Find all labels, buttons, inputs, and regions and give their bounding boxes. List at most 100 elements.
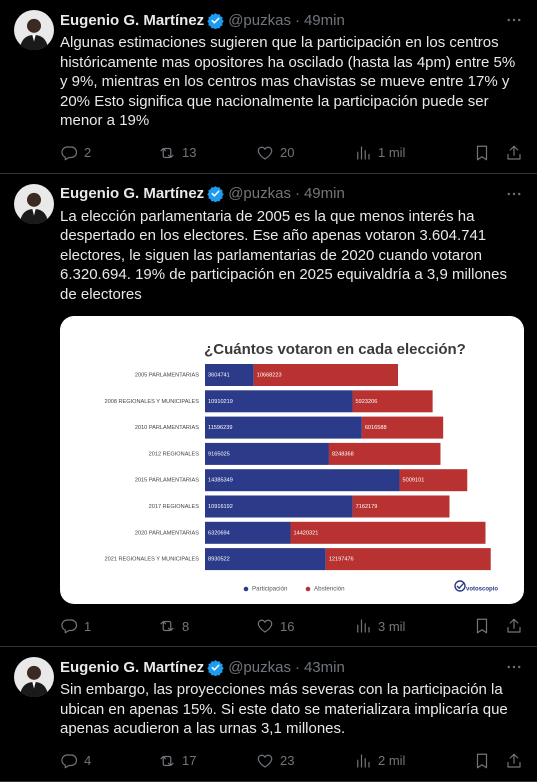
value-label: 14420321	[293, 530, 318, 536]
timestamp: 43min	[303, 658, 345, 676]
secondary-actions	[473, 617, 523, 635]
reply-icon	[61, 145, 78, 160]
more-button[interactable]	[505, 658, 523, 676]
secondary-actions	[473, 752, 523, 770]
views-button[interactable]: 3 mil	[354, 617, 446, 635]
like-count: 23	[280, 753, 295, 768]
tweet-text: Algunas estimaciones sugieren que la par…	[60, 34, 516, 129]
share-button[interactable]	[505, 144, 523, 162]
secondary-actions	[473, 144, 523, 162]
tweet-text: Sin embargo, las proyecciones más severa…	[60, 681, 508, 737]
legend-marker	[305, 586, 311, 592]
category-label: 2012 REGIONALES	[149, 451, 200, 457]
verified-badge	[207, 659, 224, 676]
tweet-header: Eugenio G. Martínez @puzkas · 49min	[60, 10, 523, 30]
bar-segment	[361, 416, 444, 439]
like-button[interactable]: 23	[256, 752, 354, 770]
repost-icon	[160, 755, 174, 766]
tweet-content: Eugenio G. Martínez @puzkas · 49min Algunas …	[60, 10, 523, 173]
repost-icon	[160, 620, 174, 632]
avatar[interactable]	[14, 10, 54, 50]
bar-segment	[399, 469, 468, 492]
tweet[interactable]: Eugenio G. Martínez @puzkas · 49min La elecc…	[0, 174, 537, 647]
views-count: 1 mil	[378, 145, 406, 160]
more-button[interactable]	[505, 185, 523, 203]
avatar[interactable]	[14, 657, 54, 697]
views-button[interactable]: 1 mil	[354, 144, 446, 162]
reply-button[interactable]: 1	[60, 617, 158, 635]
share-button[interactable]	[505, 752, 523, 770]
category-label: 2015 PARLAMENTARIAS	[135, 478, 199, 484]
reply-button[interactable]: 2	[60, 144, 158, 162]
author-name[interactable]: Eugenio G. Martínez	[60, 658, 205, 676]
bookmark-button[interactable]	[473, 617, 491, 635]
tweet-text: La elección parlamentaria de 2005 es la …	[60, 207, 507, 303]
bar-segment	[205, 469, 400, 492]
value-label: 12197476	[329, 557, 354, 563]
like-count: 20	[280, 145, 295, 160]
verified-badge	[207, 186, 224, 202]
bar-segment	[205, 390, 353, 413]
like-button[interactable]: 20	[256, 144, 354, 162]
action-bar: 2 13 20 1 mil	[60, 133, 523, 173]
bookmark-button[interactable]	[473, 752, 491, 770]
bar-segment	[325, 548, 491, 571]
legend-label: Participación	[252, 586, 288, 593]
separator: ·	[294, 658, 300, 676]
page: Eugenio G. Martínez @puzkas · 49min Algunas …	[0, 10, 537, 782]
bar-segment	[290, 521, 486, 544]
bar-segment	[352, 495, 450, 518]
reply-button[interactable]: 4	[60, 752, 158, 770]
value-label: 10916192	[208, 504, 233, 510]
value-label: 10668223	[257, 372, 282, 378]
value-label: 8248368	[332, 451, 354, 457]
like-icon	[257, 619, 273, 633]
separator: ·	[294, 185, 300, 202]
tweet[interactable]: Eugenio G. Martínez @puzkas · 49min Algunas …	[0, 0, 537, 174]
repost-count: 17	[182, 753, 197, 768]
reply-icon	[61, 619, 78, 634]
source-logo: votoscopio	[466, 587, 498, 593]
bar-segment	[328, 442, 441, 465]
chart: ¿Cuántos votaron en cada elección? 2005 P…	[104, 341, 498, 593]
views-icon	[357, 753, 370, 768]
author-handle: @puzkas	[228, 658, 291, 676]
legend-label: Abstención	[314, 586, 345, 593]
bar-segment	[205, 548, 326, 571]
bookmark-button[interactable]	[473, 144, 491, 162]
value-label: 10910219	[208, 399, 233, 405]
value-label: 14385349	[208, 478, 233, 484]
tweet[interactable]: Eugenio G. Martínez @puzkas · 43min Sin emba…	[0, 647, 537, 782]
legend-marker	[243, 586, 249, 592]
tweet-header: Eugenio G. Martínez @puzkas · 49min	[60, 184, 523, 204]
value-label: 11596239	[208, 425, 232, 431]
value-label: 6016588	[365, 425, 387, 431]
bar-segment	[205, 521, 291, 544]
chart-title: ¿Cuántos votaron en cada elección?	[204, 341, 466, 358]
avatar[interactable]	[14, 183, 54, 224]
like-button[interactable]: 16	[256, 617, 354, 635]
repost-button[interactable]: 17	[158, 752, 256, 770]
tweet-header: Eugenio G. Martínez @puzkas · 43min	[60, 657, 523, 677]
action-bar: 1 8 16 3 mil	[60, 606, 523, 646]
reply-icon	[61, 753, 78, 768]
author-handle: @puzkas	[228, 11, 291, 29]
author-name[interactable]: Eugenio G. Martínez	[60, 185, 205, 202]
author-name[interactable]: Eugenio G. Martínez	[60, 11, 205, 29]
views-icon	[357, 145, 370, 160]
share-button[interactable]	[505, 617, 523, 635]
category-label: 2021 REGIONALES Y MUNICIPALES	[104, 557, 199, 563]
repost-button[interactable]: 13	[158, 144, 256, 162]
tweet-content: Eugenio G. Martínez @puzkas · 43min Sin emba…	[60, 657, 523, 781]
repost-button[interactable]: 8	[158, 617, 256, 635]
views-count: 2 mil	[378, 753, 406, 768]
more-button[interactable]	[505, 11, 523, 29]
timestamp: 49min	[303, 185, 345, 202]
value-label: 3604741	[208, 372, 230, 378]
value-label: 7162179	[356, 504, 378, 510]
value-label: 6320694	[208, 530, 230, 536]
views-button[interactable]: 2 mil	[354, 752, 446, 770]
category-label: 2020 PARLAMENTARIAS	[135, 530, 199, 536]
value-label: 5923206	[356, 399, 378, 405]
